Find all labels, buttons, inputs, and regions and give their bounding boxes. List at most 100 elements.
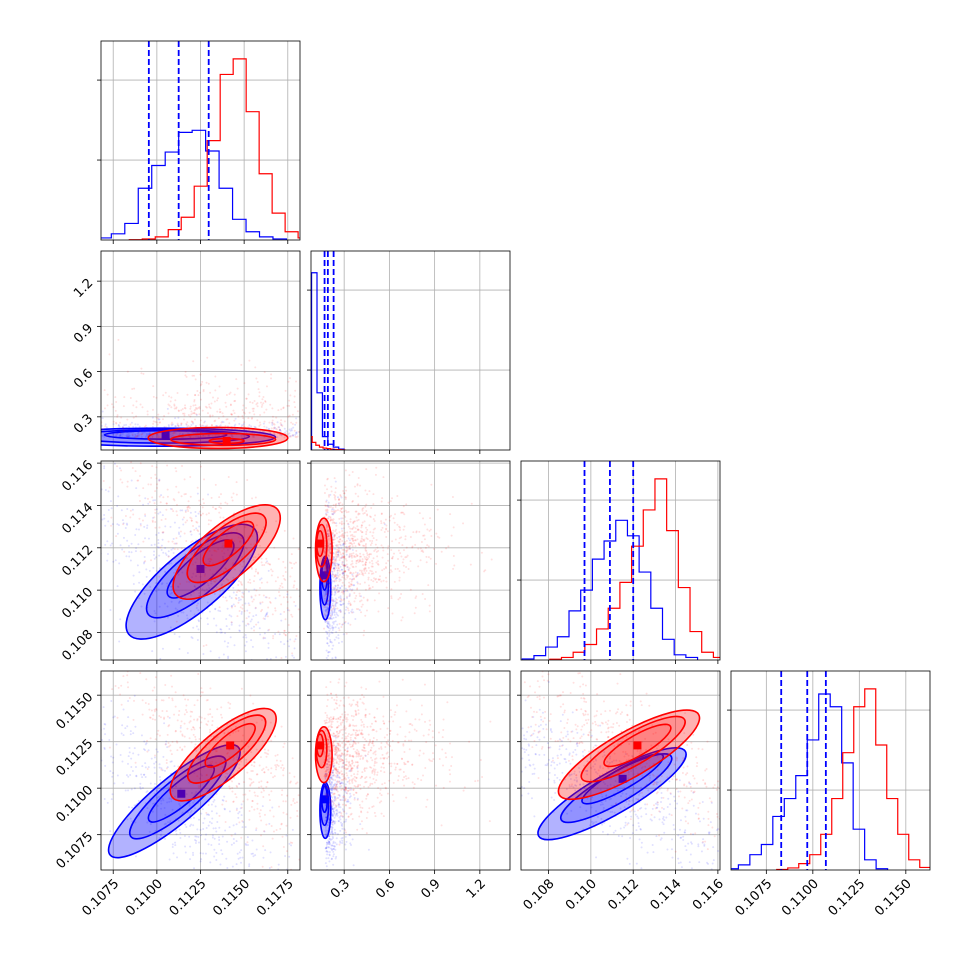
scatter-point [260, 819, 263, 822]
scatter-point [210, 582, 213, 585]
scatter-point [235, 784, 238, 787]
scatter-point [219, 631, 222, 634]
scatter-point [53, 415, 55, 417]
scatter-point [157, 436, 160, 439]
scatter-point [409, 436, 411, 438]
scatter-point [199, 617, 202, 620]
scatter-point [160, 494, 163, 497]
scatter-point [221, 835, 224, 838]
scatter-point [218, 814, 221, 817]
scatter-point [323, 546, 326, 549]
scatter-point [182, 418, 185, 421]
scatter-point [147, 483, 150, 486]
scatter-point [163, 717, 166, 720]
scatter-point [399, 596, 402, 599]
scatter-point [342, 623, 345, 626]
scatter-point [175, 510, 178, 513]
scatter-point [309, 772, 311, 774]
scatter-point [333, 580, 336, 583]
scatter-point [222, 574, 225, 577]
scatter-point [341, 532, 344, 535]
scatter-point [414, 965, 416, 967]
scatter-point [223, 640, 226, 643]
scatter-point [259, 756, 262, 759]
panel-frame [310, 250, 511, 451]
scatter-point [107, 520, 110, 523]
scatter-point [301, 431, 303, 433]
scatter-point [179, 831, 182, 834]
scatter-point [209, 713, 212, 716]
scatter-point [262, 767, 265, 770]
scatter-point [137, 434, 140, 437]
scatter-point [328, 623, 331, 626]
scatter-point [179, 730, 182, 733]
scatter-point [181, 509, 184, 512]
scatter-point [90, 385, 92, 387]
scatter-point [327, 494, 330, 497]
scatter-point [243, 560, 246, 563]
scatter-point [160, 799, 163, 802]
scatter-point [340, 496, 343, 499]
scatter-point [129, 396, 132, 399]
scatter-point [427, 556, 430, 559]
scatter-point [230, 605, 233, 608]
scatter-point [335, 631, 338, 634]
scatter-point [142, 773, 145, 776]
scatter-point [126, 674, 129, 677]
scatter-point [216, 410, 219, 413]
scatter-point [445, 547, 448, 550]
scatter-point [303, 662, 305, 664]
scatter-point [340, 625, 343, 628]
scatter-point [199, 423, 202, 426]
scatter-point [203, 421, 206, 424]
scatter-point [222, 415, 225, 418]
scatter-point [366, 552, 369, 555]
scatter-point [185, 540, 188, 543]
scatter-point [331, 626, 334, 629]
scatter-point [103, 723, 106, 726]
scatter-point [116, 532, 119, 535]
scatter-point [309, 630, 311, 632]
scatter-point [223, 552, 226, 555]
scatter-point [282, 574, 285, 577]
scatter-point [53, 422, 55, 424]
scatter-point [179, 458, 181, 460]
scatter-point [162, 428, 165, 431]
scatter-point [150, 757, 153, 760]
scatter-point [220, 584, 223, 587]
scatter-point [209, 708, 212, 711]
scatter-point [341, 572, 344, 575]
scatter-point [337, 564, 340, 567]
scatter-point [103, 465, 106, 468]
scatter-point [282, 746, 285, 749]
scatter-point [232, 676, 234, 678]
scatter-point [276, 753, 279, 756]
scatter-point [327, 644, 330, 647]
scatter-point [344, 785, 347, 788]
scatter-point [277, 591, 280, 594]
scatter-point [355, 594, 358, 597]
scatter-point [23, 426, 25, 428]
scatter-point [138, 499, 141, 502]
scatter-point [158, 836, 161, 839]
scatter-point [336, 553, 339, 556]
scatter-point [205, 406, 208, 409]
scatter-point [20, 436, 22, 438]
scatter-point [233, 720, 236, 723]
scatter-point [327, 495, 330, 498]
scatter-point [185, 580, 188, 583]
scatter-point [195, 575, 198, 578]
scatter-point [210, 763, 213, 766]
scatter-point [236, 387, 239, 390]
scatter-point [303, 426, 305, 428]
scatter-point [194, 430, 197, 433]
scatter-point [331, 604, 334, 607]
scatter-point [370, 570, 373, 573]
scatter-point [340, 782, 343, 785]
scatter-point [248, 411, 251, 414]
scatter-point [320, 629, 322, 631]
scatter-point [345, 545, 348, 548]
scatter-point [267, 753, 270, 756]
scatter-point [164, 391, 167, 394]
scatter-point [45, 412, 47, 414]
